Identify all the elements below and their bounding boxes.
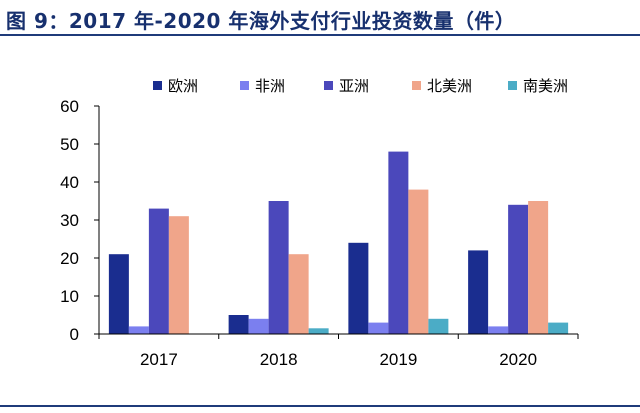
legend-label: 非洲	[255, 77, 285, 95]
y-tick-label: 20	[60, 249, 79, 268]
bar	[348, 242, 369, 334]
y-tick-label: 40	[60, 173, 79, 192]
legend-label: 亚洲	[339, 77, 369, 95]
bar-group	[108, 151, 569, 334]
bar	[268, 201, 289, 334]
figure-title: 图 9：2017 年-2020 年海外支付行业投资数量（件）	[6, 9, 516, 33]
bar	[468, 250, 489, 334]
bottom-rule	[0, 405, 640, 407]
legend-swatch	[240, 81, 249, 90]
figure-title-bar: 图 9：2017 年-2020 年海外支付行业投资数量（件）	[0, 0, 640, 36]
x-tick-label: 2019	[379, 350, 417, 369]
bar	[548, 322, 569, 334]
bar	[408, 189, 429, 334]
y-axis: 0 10 20 30 40 50 60	[60, 97, 100, 344]
legend-label: 北美洲	[427, 77, 472, 95]
bar	[168, 216, 189, 334]
bar	[528, 201, 549, 334]
chart-legend: 欧洲 非洲 亚洲 北美洲 南美洲	[153, 77, 568, 95]
bar	[368, 322, 389, 334]
bar	[488, 326, 509, 334]
bar	[508, 204, 529, 334]
bar	[308, 328, 329, 334]
legend-swatch	[153, 81, 162, 90]
x-axis: 2017 2018 2019 2020	[98, 333, 579, 369]
legend-swatch	[508, 81, 517, 90]
bar	[388, 151, 409, 334]
legend-label: 欧洲	[168, 77, 198, 95]
y-tick-label: 60	[60, 97, 79, 116]
bar	[108, 254, 129, 334]
bar	[288, 254, 309, 334]
y-tick-label: 10	[60, 287, 79, 306]
legend-label: 南美洲	[523, 77, 568, 95]
bar	[228, 315, 249, 334]
y-tick-label: 50	[60, 135, 79, 154]
y-tick-label: 30	[60, 211, 79, 230]
x-tick-label: 2020	[499, 350, 537, 369]
y-tick-label: 0	[70, 325, 79, 344]
legend-swatch	[412, 81, 421, 90]
bar	[128, 326, 149, 334]
x-tick-label: 2017	[140, 350, 178, 369]
legend-swatch	[324, 81, 333, 90]
x-tick-label: 2018	[260, 350, 298, 369]
bar	[148, 208, 169, 334]
bar	[428, 318, 449, 334]
bar	[248, 318, 269, 334]
